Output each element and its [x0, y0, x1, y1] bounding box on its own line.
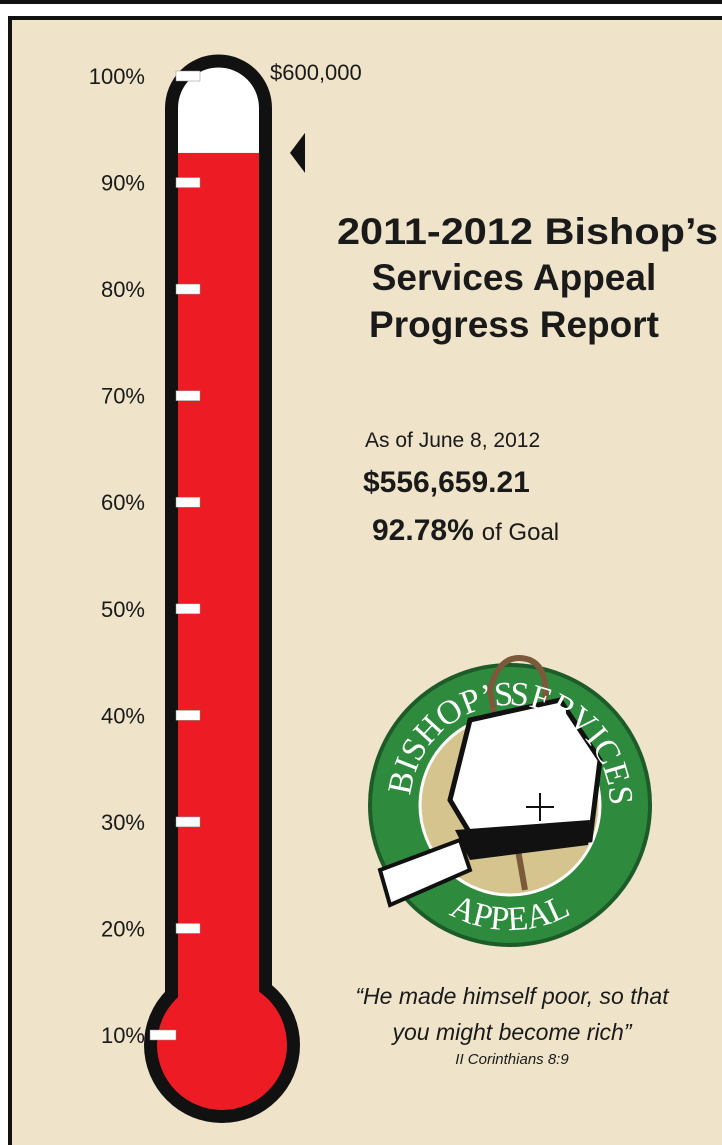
y-tick-label: 10% [101, 1023, 145, 1048]
title-line: Services Appeal [372, 257, 657, 298]
frame [8, 16, 722, 1145]
citation: II Corinthians 8:9 [455, 1051, 569, 1068]
y-tick-label: 90% [101, 171, 145, 196]
lappet [377, 837, 473, 908]
value-label: 92.78% [372, 514, 474, 547]
y-tick-label: 30% [101, 810, 145, 835]
bulb-fill [157, 980, 287, 1110]
value-suffix: of Goal [482, 519, 559, 546]
date-label: As of June 8, 2012 [365, 429, 540, 452]
title-line: 2011-2012 Bishop’s [337, 211, 718, 252]
goal-label: $600,000 [270, 60, 362, 85]
y-tick-label: 100% [89, 64, 145, 89]
tick-mark [175, 70, 201, 82]
logo: BISHOP’S SERVICES APPEAL [368, 655, 652, 947]
tick-mark [175, 923, 201, 934]
tick-mark [175, 816, 201, 828]
tick-mark [149, 1029, 177, 1041]
value-marker [290, 132, 305, 173]
tick-mark [175, 283, 201, 295]
fill-level [178, 152, 259, 1045]
tick-mark [175, 177, 201, 188]
y-tick-label: 70% [101, 384, 145, 409]
percent-text: 92.78% of Goal [372, 514, 559, 547]
crozier [486, 655, 549, 891]
tick-mark [175, 710, 201, 721]
quote-line: you might become rich” [390, 1019, 632, 1045]
cross [526, 793, 554, 821]
y-tick-label: 40% [101, 703, 145, 728]
tick-mark [175, 603, 201, 615]
y-tick-label: 80% [101, 277, 145, 302]
top-rule [0, 0, 722, 4]
quote-line: “He made himself poor, so that [355, 983, 670, 1009]
y-tick-label: 20% [101, 916, 145, 941]
tick-mark [175, 390, 201, 401]
tick-mark [175, 496, 201, 508]
mitre-band [455, 820, 590, 860]
amount-label: $556,659.21 [363, 466, 530, 499]
y-tick-label: 50% [101, 597, 145, 622]
y-tick-label: 60% [101, 490, 145, 515]
title-line: Progress Report [369, 304, 659, 345]
